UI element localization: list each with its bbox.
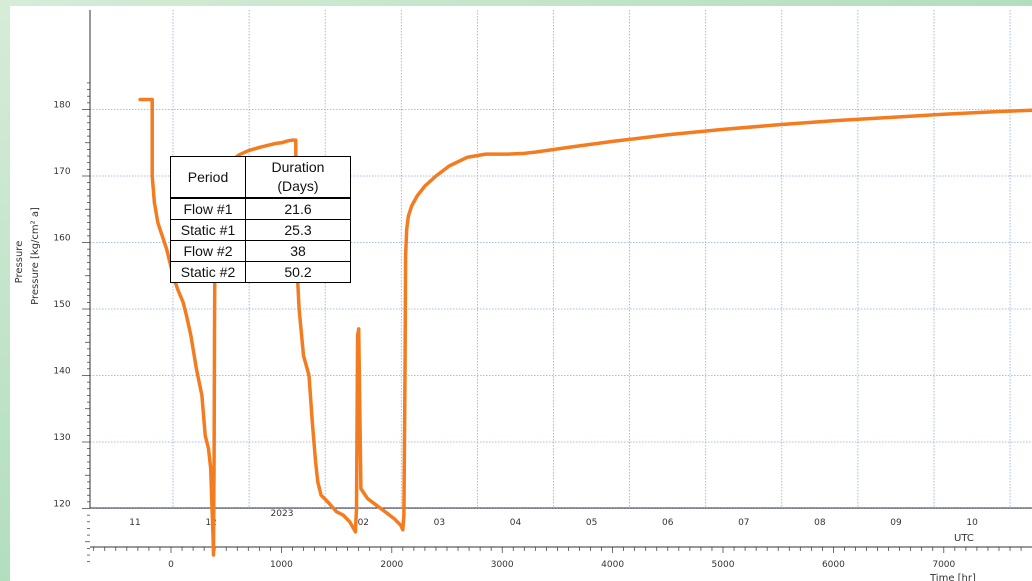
y-axis-title: Pressure [kg/cm² a]: [30, 207, 41, 305]
x-hour-label: 1000: [270, 560, 293, 570]
y-tick-label: 150: [53, 300, 70, 310]
table-row: Flow #1 21.6: [170, 197, 351, 220]
table-cell-duration: 25.3: [245, 219, 351, 241]
y-tick-label: 120: [53, 500, 70, 510]
x-month-label: 03: [434, 518, 445, 528]
x-month-label: 04: [510, 518, 522, 528]
y-tick-label: 140: [53, 367, 70, 377]
y-tick-label: 180: [53, 101, 70, 111]
table-cell-period: Static #2: [170, 261, 246, 283]
x-month-label: 07: [738, 518, 749, 528]
x-hour-label: 7000: [932, 560, 955, 570]
x-hour-label: 0: [168, 560, 174, 570]
table-header-duration: Duration (Days): [245, 156, 351, 199]
x-hour-label: 5000: [712, 560, 735, 570]
x-hour-label: 4000: [601, 560, 624, 570]
chart-panel: [10, 6, 1032, 581]
x-hour-label: 6000: [822, 560, 845, 570]
x-month-label: 05: [586, 518, 597, 528]
x-axis-utc-label: UTC: [954, 533, 974, 544]
table-row: Static #1 25.3: [170, 219, 351, 241]
y-tick-label: 160: [53, 234, 70, 244]
x-axis-hours-label: Time [hr]: [929, 573, 976, 581]
year-label: 2023: [271, 509, 294, 519]
x-month-label: 02: [358, 518, 369, 528]
table-cell-duration: 21.6: [245, 197, 351, 220]
pressure-series-line: [138, 97, 1032, 557]
table-cell-duration: 50.2: [245, 261, 351, 283]
table-cell-period: Flow #2: [170, 240, 246, 262]
table-row: Flow #2 38: [170, 240, 351, 262]
x-month-label: 11: [129, 518, 140, 528]
table-cell-period: Flow #1: [170, 197, 246, 220]
y-axis-title-outer: Pressure: [14, 241, 25, 284]
table-cell-duration: 38: [245, 240, 351, 262]
y-tick-label: 130: [53, 433, 70, 443]
y-tick-label: 170: [53, 167, 70, 177]
table-row: Static #2 50.2: [170, 261, 351, 283]
x-hour-label: 3000: [491, 560, 514, 570]
table-header-period: Period: [170, 156, 246, 199]
duration-table: Period Duration (Days) Flow #1 21.6 Stat…: [170, 156, 351, 283]
x-month-label: 09: [890, 518, 902, 528]
x-hour-label: 2000: [380, 560, 403, 570]
table-header-row: Period Duration (Days): [170, 156, 351, 199]
table-cell-period: Static #1: [170, 219, 246, 241]
series-layer: [138, 97, 1032, 557]
x-month-label: 10: [966, 518, 978, 528]
x-month-label: 08: [814, 518, 826, 528]
x-month-label: 06: [662, 518, 674, 528]
